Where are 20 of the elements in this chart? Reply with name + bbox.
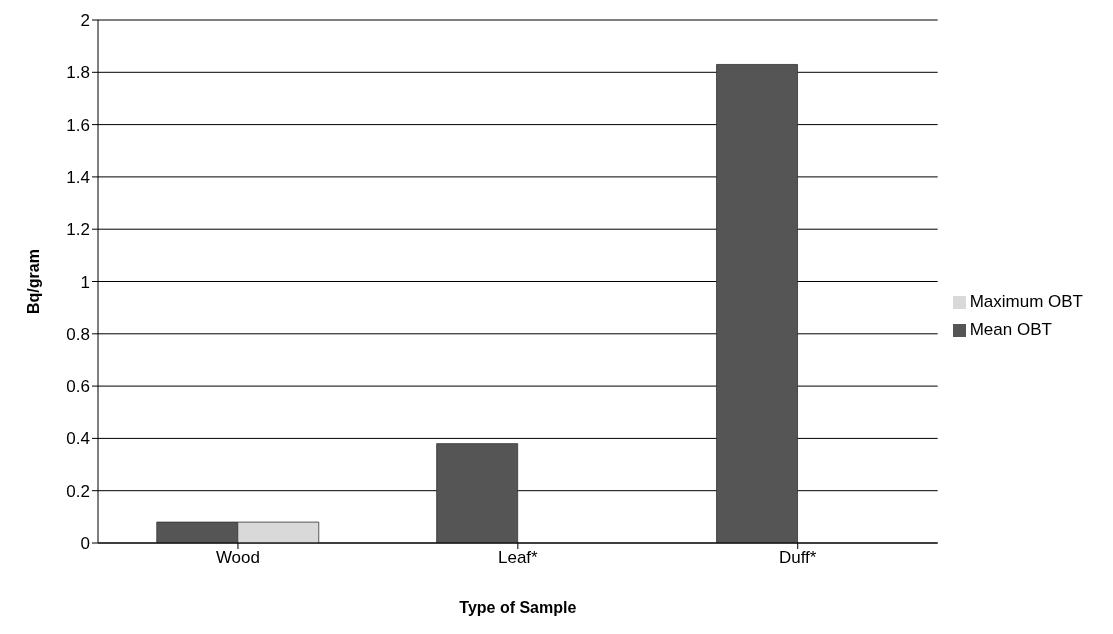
y-tick-label: 0.2 xyxy=(66,481,90,501)
y-tick-label: 0.4 xyxy=(66,429,90,449)
x-axis-title: Type of Sample xyxy=(459,599,577,616)
y-tick-label: 1.4 xyxy=(66,167,90,187)
y-axis-title: Bq/gram xyxy=(24,249,42,314)
y-tick-label: 2 xyxy=(80,11,90,31)
y-tick-label: 1.8 xyxy=(66,63,90,83)
bar xyxy=(716,64,798,543)
bar xyxy=(436,443,519,543)
x-tick-label: Wood xyxy=(215,548,260,568)
x-tick-label: Duff* xyxy=(778,548,817,568)
y-tick-label: 1.2 xyxy=(66,220,90,240)
y-tick-label: 0.6 xyxy=(66,377,90,397)
y-tick-label: 1.6 xyxy=(66,115,90,135)
legend-label: Mean OBT xyxy=(969,319,1052,339)
y-tick-label: 1 xyxy=(80,272,90,292)
x-tick-label: Leaf* xyxy=(497,548,539,568)
y-tick-label: 0 xyxy=(80,534,90,554)
y-tick-label: 0.8 xyxy=(66,324,90,344)
legend-label: Maximum OBT xyxy=(969,291,1083,311)
